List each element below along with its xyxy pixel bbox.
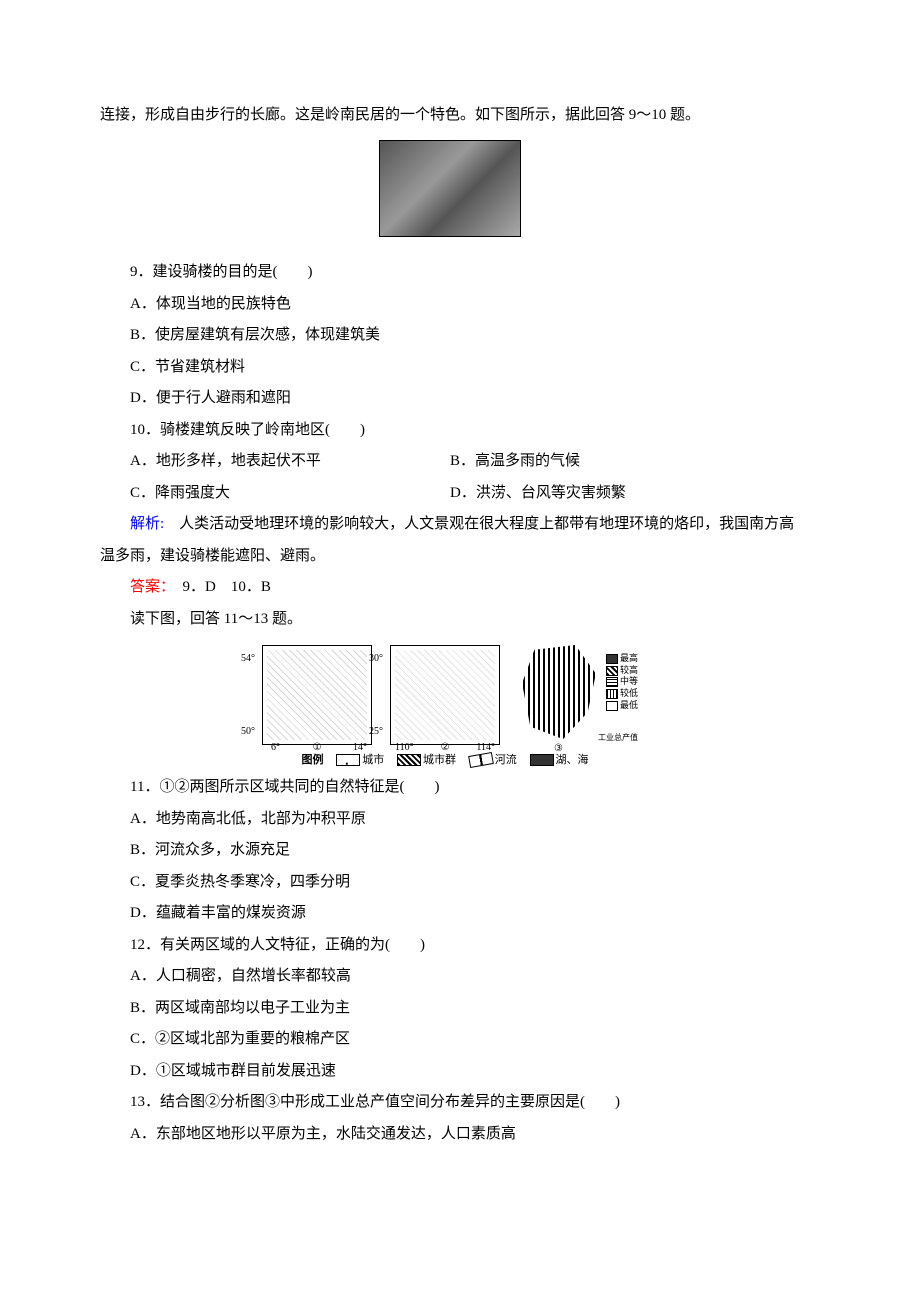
- map-2: 30° 25° 110° 114° ②: [390, 645, 500, 745]
- q12-option-c: C．②区域北部为重要的粮棉产区: [100, 1024, 800, 1056]
- explanation-text: 人类活动受地理环境的影响较大，人文景观在很大程度上都带有地理环境的烙印，我国南方…: [100, 516, 794, 564]
- q10-option-b: B．高温多雨的气候: [450, 446, 800, 478]
- explanation-1: 解析: 人类活动受地理环境的影响较大，人文景观在很大程度上都带有地理环境的烙印，…: [100, 509, 800, 572]
- q13-option-a: A．东部地区地形以平原为主，水陆交通发达，人口素质高: [100, 1119, 800, 1151]
- q10-stem: 10．骑楼建筑反映了岭南地区( ): [100, 415, 800, 447]
- q11-option-d: D．蕴藏着丰富的煤炭资源: [100, 898, 800, 930]
- map3-circled-number: ③: [554, 738, 563, 759]
- answer-1: 答案： 9．D 10．B: [100, 572, 800, 604]
- figure-qilou-photo: [100, 140, 800, 250]
- map1-circled-number: ①: [313, 737, 322, 758]
- map2-lat-top: 30°: [369, 648, 383, 669]
- map2-lon-left: 110°: [395, 737, 414, 758]
- q11-option-c: C．夏季炎热冬季寒冷，四季分明: [100, 867, 800, 899]
- q9-option-a: A．体现当地的民族特色: [100, 289, 800, 321]
- map2-lat-bot: 25°: [369, 721, 383, 742]
- q9-option-d: D．便于行人避雨和遮阳: [100, 383, 800, 415]
- q10-option-c: C．降雨强度大: [100, 478, 450, 510]
- q13-stem: 13．结合图②分析图③中形成工业总产值空间分布差异的主要原因是( ): [100, 1087, 800, 1119]
- q12-option-d: D．①区域城市群目前发展迅速: [100, 1056, 800, 1088]
- map3-side-label: 工业总产值: [598, 730, 638, 747]
- q11-option-b: B．河流众多，水源充足: [100, 835, 800, 867]
- q9-option-b: B．使房屋建筑有层次感，体现建筑美: [100, 320, 800, 352]
- answer-label: 答案：: [130, 579, 168, 595]
- map3-legend: 最高 较高 中等 较低 最低: [606, 653, 638, 711]
- maps-figure-row: 54° 50° 6° 14° ① 30° 25° 110° 114° ② 最高 …: [100, 645, 800, 745]
- q11-option-a: A．地势南高北低，北部为冲积平原: [100, 804, 800, 836]
- map1-lon-left: 6°: [271, 737, 280, 758]
- legend-river: 河流: [495, 754, 517, 766]
- q9-stem: 9．建设骑楼的目的是( ): [100, 257, 800, 289]
- maps-legend-row: 图例 •城市 城市群 河流 湖、海: [100, 749, 800, 772]
- read-figure-instruction: 读下图，回答 11～13 题。: [100, 604, 800, 636]
- answer-text: 9．D 10．B: [168, 579, 271, 595]
- q10-option-d: D．洪涝、台风等灾害频繁: [450, 478, 800, 510]
- q12-option-b: B．两区域南部均以电子工业为主: [100, 993, 800, 1025]
- map-3: 最高 较高 中等 较低 最低 工业总产值 ③: [518, 645, 638, 745]
- map1-lat-bot: 50°: [241, 721, 255, 742]
- explanation-label: 解析:: [130, 516, 164, 532]
- legend-city-group: 城市群: [423, 754, 456, 766]
- intro-paragraph: 连接，形成自由步行的长廊。这是岭南民居的一个特色。如下图所示，据此回答 9～10…: [100, 100, 800, 132]
- map2-circled-number: ②: [441, 737, 450, 758]
- q10-option-a: A．地形多样，地表起伏不平: [100, 446, 450, 478]
- q12-option-a: A．人口稠密，自然增长率都较高: [100, 961, 800, 993]
- q9-option-c: C．节省建筑材料: [100, 352, 800, 384]
- q12-stem: 12．有关两区域的人文特征，正确的为( ): [100, 930, 800, 962]
- qilou-photo-placeholder: [379, 140, 521, 237]
- map1-lat-top: 54°: [241, 648, 255, 669]
- map-1: 54° 50° 6° 14° ①: [262, 645, 372, 745]
- q11-stem: 11．①②两图所示区域共同的自然特征是( ): [100, 772, 800, 804]
